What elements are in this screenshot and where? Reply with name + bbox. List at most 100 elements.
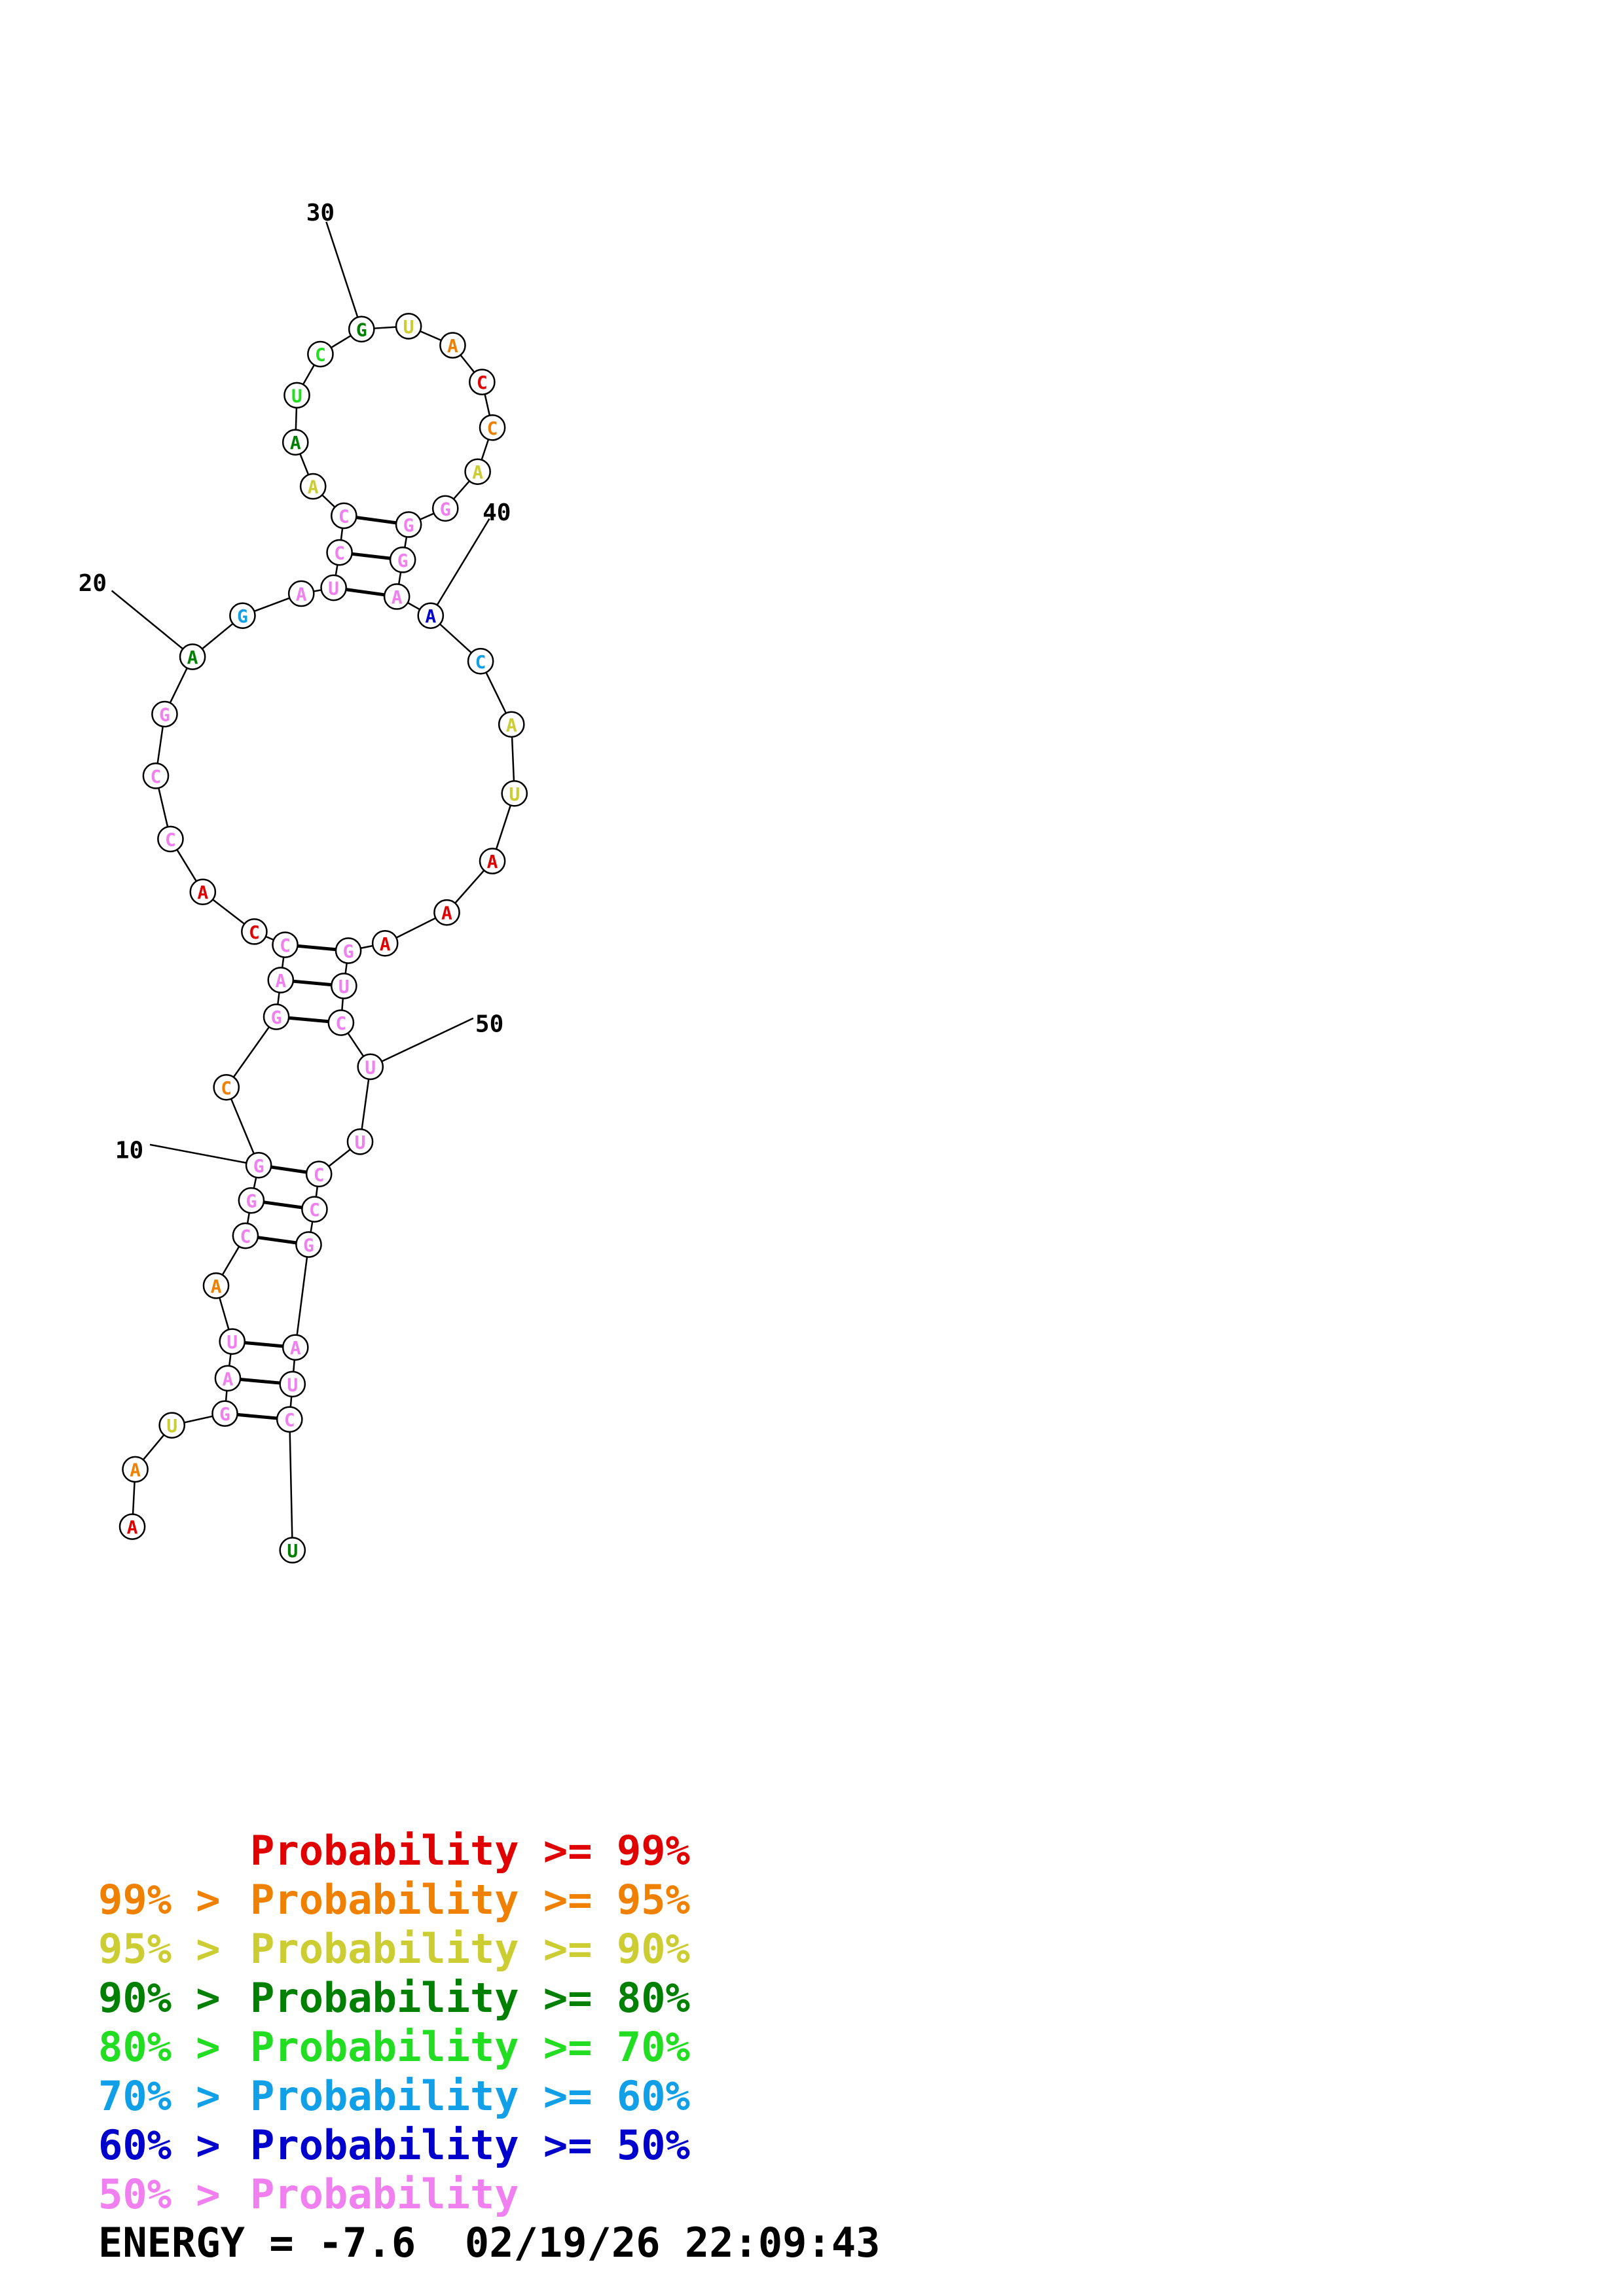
- nucleotide-letter: U: [291, 385, 302, 406]
- nucleotide: C: [327, 1009, 355, 1036]
- nucleotide-circle: [282, 1334, 309, 1361]
- nucleotide-letter: A: [223, 1368, 234, 1390]
- legend-row: 90% > Probability >= 80%: [98, 1973, 690, 2022]
- backbone-segment: [361, 1079, 370, 1130]
- nucleotide-circle: [301, 1196, 328, 1223]
- nucleotide: C: [326, 539, 353, 566]
- nucleotide-letter: A: [425, 605, 436, 627]
- nucleotide-letter: C: [487, 418, 498, 439]
- legend-threshold: 90% >: [98, 1974, 221, 2022]
- backbone-segment: [328, 1149, 351, 1167]
- nucleotide-circle: [232, 1222, 259, 1249]
- backbone-segment: [232, 1026, 270, 1078]
- number-tick: [149, 1143, 247, 1164]
- base-pair: [240, 1378, 280, 1385]
- legend-threshold: 70% >: [98, 2072, 221, 2120]
- backbone-segment: [202, 622, 234, 650]
- backbone-segment: [158, 787, 169, 827]
- nucleotide-letter: G: [343, 941, 354, 962]
- nucleotide-letter: C: [335, 1013, 346, 1034]
- nucleotide: U: [395, 313, 422, 340]
- backbone-segment: [340, 528, 344, 541]
- backbone-segment: [395, 917, 436, 939]
- nucleotide-letter: A: [487, 851, 498, 872]
- nucleotide: C: [469, 368, 496, 396]
- nucleotide-letter: A: [308, 476, 319, 498]
- nucleotide: A: [267, 967, 295, 994]
- legend-label: Probability >= 95%: [250, 1876, 690, 1924]
- backbone-segment: [219, 1297, 230, 1330]
- nucleotide-circle: [383, 583, 410, 610]
- backbone-segment: [302, 364, 316, 385]
- nucleotide: G: [263, 1003, 290, 1030]
- nucleotide-circle: [479, 414, 506, 441]
- backbone-segment: [420, 330, 442, 342]
- energy-line: ENERGY = -7.6 02/19/26 22:09:43: [98, 2219, 880, 2267]
- nucleotide: C: [301, 1196, 328, 1223]
- nucleotide-letter: C: [475, 651, 486, 673]
- energy-timestamp: 02/19/26 22:09:43: [464, 2219, 881, 2267]
- nucleotide-circle: [469, 368, 496, 396]
- backbone-segment: [511, 736, 515, 781]
- nucleotide-letter: C: [280, 935, 291, 956]
- base-pair: [257, 1236, 297, 1245]
- nucleotide-letter: C: [249, 922, 260, 943]
- nucleotide-circle: [202, 1272, 230, 1299]
- nucleotide-letter: U: [166, 1415, 177, 1437]
- backbone-segment: [331, 334, 352, 349]
- nucleotide: U: [501, 780, 528, 807]
- legend-row: Probability >= 99%: [98, 1826, 690, 1875]
- nucleotide-letter: A: [447, 335, 458, 357]
- nucleotide-letter: G: [271, 1007, 282, 1028]
- nucleotide: U: [279, 1537, 306, 1564]
- legend-row: 80% > Probability >= 70%: [98, 2022, 690, 2072]
- nucleotide: C: [479, 414, 506, 441]
- nucleotide-circle: [283, 382, 310, 409]
- nucleotide-circle: [326, 539, 353, 566]
- nucleotide-letter: A: [392, 586, 403, 608]
- nucleotide-circle: [295, 1231, 322, 1258]
- nucleotide-letter: A: [130, 1460, 141, 1481]
- number-label-layer: 10 20 30 40 50: [79, 200, 511, 1164]
- legend-threshold: 80% >: [98, 2023, 221, 2071]
- nucleotide-circle: [327, 1009, 355, 1036]
- backbone-segment: [407, 601, 420, 611]
- nucleotide: G: [245, 1151, 272, 1179]
- nucleotide: C: [305, 1160, 333, 1188]
- nucleotide-letter: A: [290, 432, 301, 454]
- nucleotide-letter: C: [309, 1199, 320, 1221]
- nucleotide-circle: [272, 931, 299, 958]
- nucleotide: U: [330, 973, 357, 999]
- nucleotide-letter: C: [334, 543, 345, 564]
- nucleotide-circle: [320, 574, 347, 601]
- nucleotide: U: [219, 1328, 246, 1355]
- nucleotide-circle: [119, 1513, 146, 1540]
- nucleotide-letter: A: [472, 461, 483, 483]
- nucleotide-circle: [276, 1406, 303, 1433]
- nucleotide-circle: [498, 711, 525, 738]
- legend-threshold: 99% >: [98, 1876, 221, 1924]
- nucleotide-circle: [151, 700, 178, 728]
- nucleotide-letter: A: [296, 583, 307, 605]
- nucleotide-circle: [214, 1365, 242, 1392]
- position-number-label: 10: [115, 1137, 143, 1164]
- backbone-segment: [315, 1186, 319, 1197]
- nucleotide-letter: A: [290, 1337, 301, 1359]
- nucleotide-letter: C: [221, 1077, 232, 1099]
- backbone-segment: [347, 1032, 365, 1057]
- nucleotide-letter: A: [211, 1276, 222, 1297]
- nucleotide: A: [287, 580, 315, 607]
- nucleotide-letter: C: [338, 505, 350, 527]
- nucleotide: C: [213, 1073, 240, 1101]
- backbone-segment: [460, 354, 475, 373]
- nucleotide-circle: [431, 495, 459, 522]
- legend-row: 95% > Probability >= 90%: [98, 1924, 690, 1973]
- nucleotide-circle: [330, 973, 357, 999]
- backbone-layer: [132, 326, 515, 1538]
- number-tick: [381, 1017, 474, 1062]
- nucleotide: A: [498, 711, 525, 738]
- nucleotide: G: [431, 495, 459, 522]
- number-tick: [436, 518, 490, 605]
- nucleotide-circle: [479, 848, 506, 874]
- nucleotide-letter: A: [380, 933, 391, 955]
